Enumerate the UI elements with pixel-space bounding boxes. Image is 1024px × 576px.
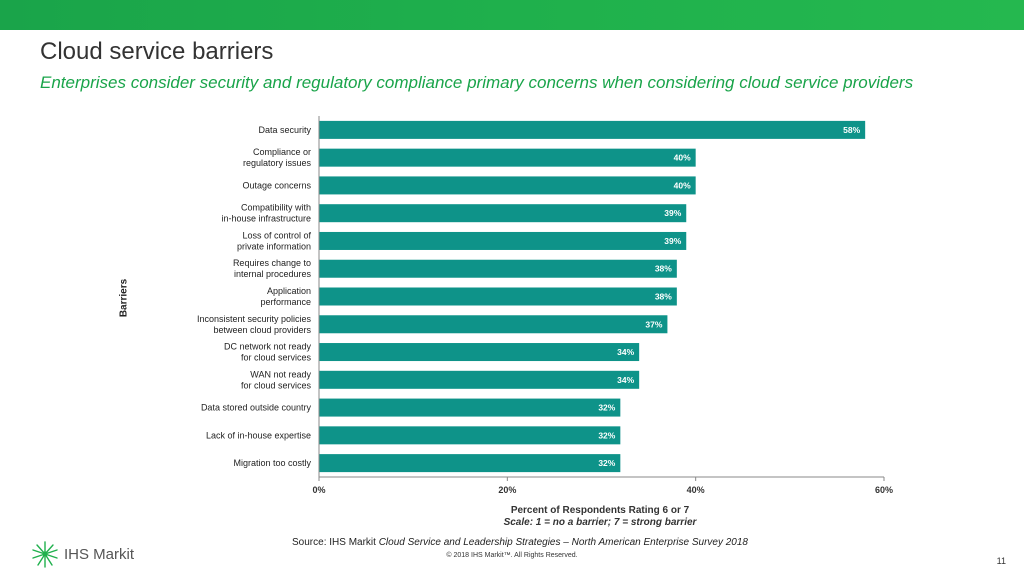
source-title: Cloud Service and Leadership Strategies …: [378, 537, 748, 548]
category-label-line: Data security: [258, 125, 311, 135]
bar: [319, 426, 621, 445]
bar-value-label: 32%: [598, 403, 615, 413]
bar: [319, 370, 640, 389]
category-label: Compliance or regulatory issues: [243, 147, 312, 168]
bar: [319, 120, 866, 139]
category-label: Data security: [258, 125, 311, 135]
category-label-line: Loss of control of: [242, 230, 311, 240]
bar-value-label: 58%: [843, 125, 860, 135]
category-label: DC network not ready for cloud services: [224, 342, 312, 363]
category-label-line: Requires change to: [233, 258, 311, 268]
starburst-logo-icon: [32, 541, 58, 568]
category-label-line: internal procedures: [234, 269, 312, 279]
category-label-line: Application: [267, 286, 311, 296]
category-label: Migration too costly: [233, 458, 311, 468]
x-axis-label: Percent of Respondents Rating 6 or 7: [510, 505, 690, 516]
x-tick-label: 0%: [312, 485, 325, 495]
category-label: Outage concerns: [242, 180, 311, 190]
slide-title: Cloud service barriers: [40, 38, 274, 65]
bar-value-label: 34%: [617, 347, 634, 357]
bar-value-label: 32%: [598, 430, 615, 440]
category-label: WAN not ready for cloud services: [241, 369, 312, 390]
category-label-line: performance: [260, 297, 311, 307]
bar: [319, 343, 640, 362]
bar-value-label: 39%: [664, 208, 681, 218]
category-label-line: DC network not ready: [224, 342, 312, 352]
category-label-line: Inconsistent security policies: [197, 314, 312, 324]
bar: [319, 204, 687, 223]
bar-value-label: 37%: [645, 319, 662, 329]
category-label: Data stored outside country: [201, 403, 312, 413]
bar-value-label: 39%: [664, 236, 681, 246]
source-note: Source: IHS Markit Cloud Service and Lea…: [292, 537, 748, 548]
bar-value-label: 32%: [598, 458, 615, 468]
category-label: Requires change to internal procedures: [233, 258, 312, 279]
slide-subtitle: Enterprises consider security and regula…: [40, 73, 914, 92]
category-label-line: regulatory issues: [243, 158, 312, 168]
copyright: © 2018 IHS Markit™. All Rights Reserved.: [446, 552, 578, 559]
category-label-line: WAN not ready: [250, 369, 311, 379]
page-number: 11: [996, 556, 1006, 566]
source-prefix: Source: IHS Markit: [292, 537, 379, 548]
category-label-line: private information: [237, 241, 311, 251]
category-label: Compatibility with in-house infrastructur…: [221, 203, 311, 224]
category-label: Loss of control of private information: [237, 230, 312, 251]
bar: [319, 315, 668, 334]
category-label-line: Data stored outside country: [201, 403, 312, 413]
bar-value-label: 38%: [655, 264, 672, 274]
ihs-markit-logo: IHS Markit: [30, 540, 134, 568]
category-label-line: Outage concerns: [242, 180, 311, 190]
category-label-line: Compliance or: [253, 147, 311, 157]
category-label-line: Compatibility with: [241, 203, 311, 213]
category-label-line: for cloud services: [241, 353, 312, 363]
x-tick-label: 60%: [875, 485, 893, 495]
logo-text: IHS Markit: [64, 545, 135, 563]
x-axis-sublabel: Scale: 1 = no a barrier; 7 = strong barr…: [503, 517, 697, 528]
bar-value-label: 40%: [674, 153, 691, 163]
x-tick-label: 20%: [498, 485, 516, 495]
category-label-line: in-house infrastructure: [221, 214, 311, 224]
bar: [319, 398, 621, 417]
bar: [319, 259, 677, 278]
y-axis-label: Barriers: [118, 278, 130, 318]
bar-value-label: 40%: [674, 180, 691, 190]
category-label-line: for cloud services: [241, 380, 312, 390]
category-label: Lack of in-house expertise: [206, 430, 311, 440]
top-banner: [0, 0, 1024, 30]
bar: [319, 454, 621, 473]
bar: [319, 176, 696, 195]
bar: [319, 287, 677, 306]
category-label-line: between cloud providers: [213, 325, 311, 335]
category-label-line: Migration too costly: [233, 458, 311, 468]
bar-value-label: 38%: [655, 292, 672, 302]
x-tick-label: 40%: [687, 485, 705, 495]
bar: [319, 148, 696, 167]
bar: [319, 231, 687, 250]
bar-value-label: 34%: [617, 375, 634, 385]
category-label: Application performance: [260, 286, 311, 307]
category-label-line: Lack of in-house expertise: [206, 430, 311, 440]
category-label: Inconsistent security policies between cl…: [197, 314, 312, 335]
